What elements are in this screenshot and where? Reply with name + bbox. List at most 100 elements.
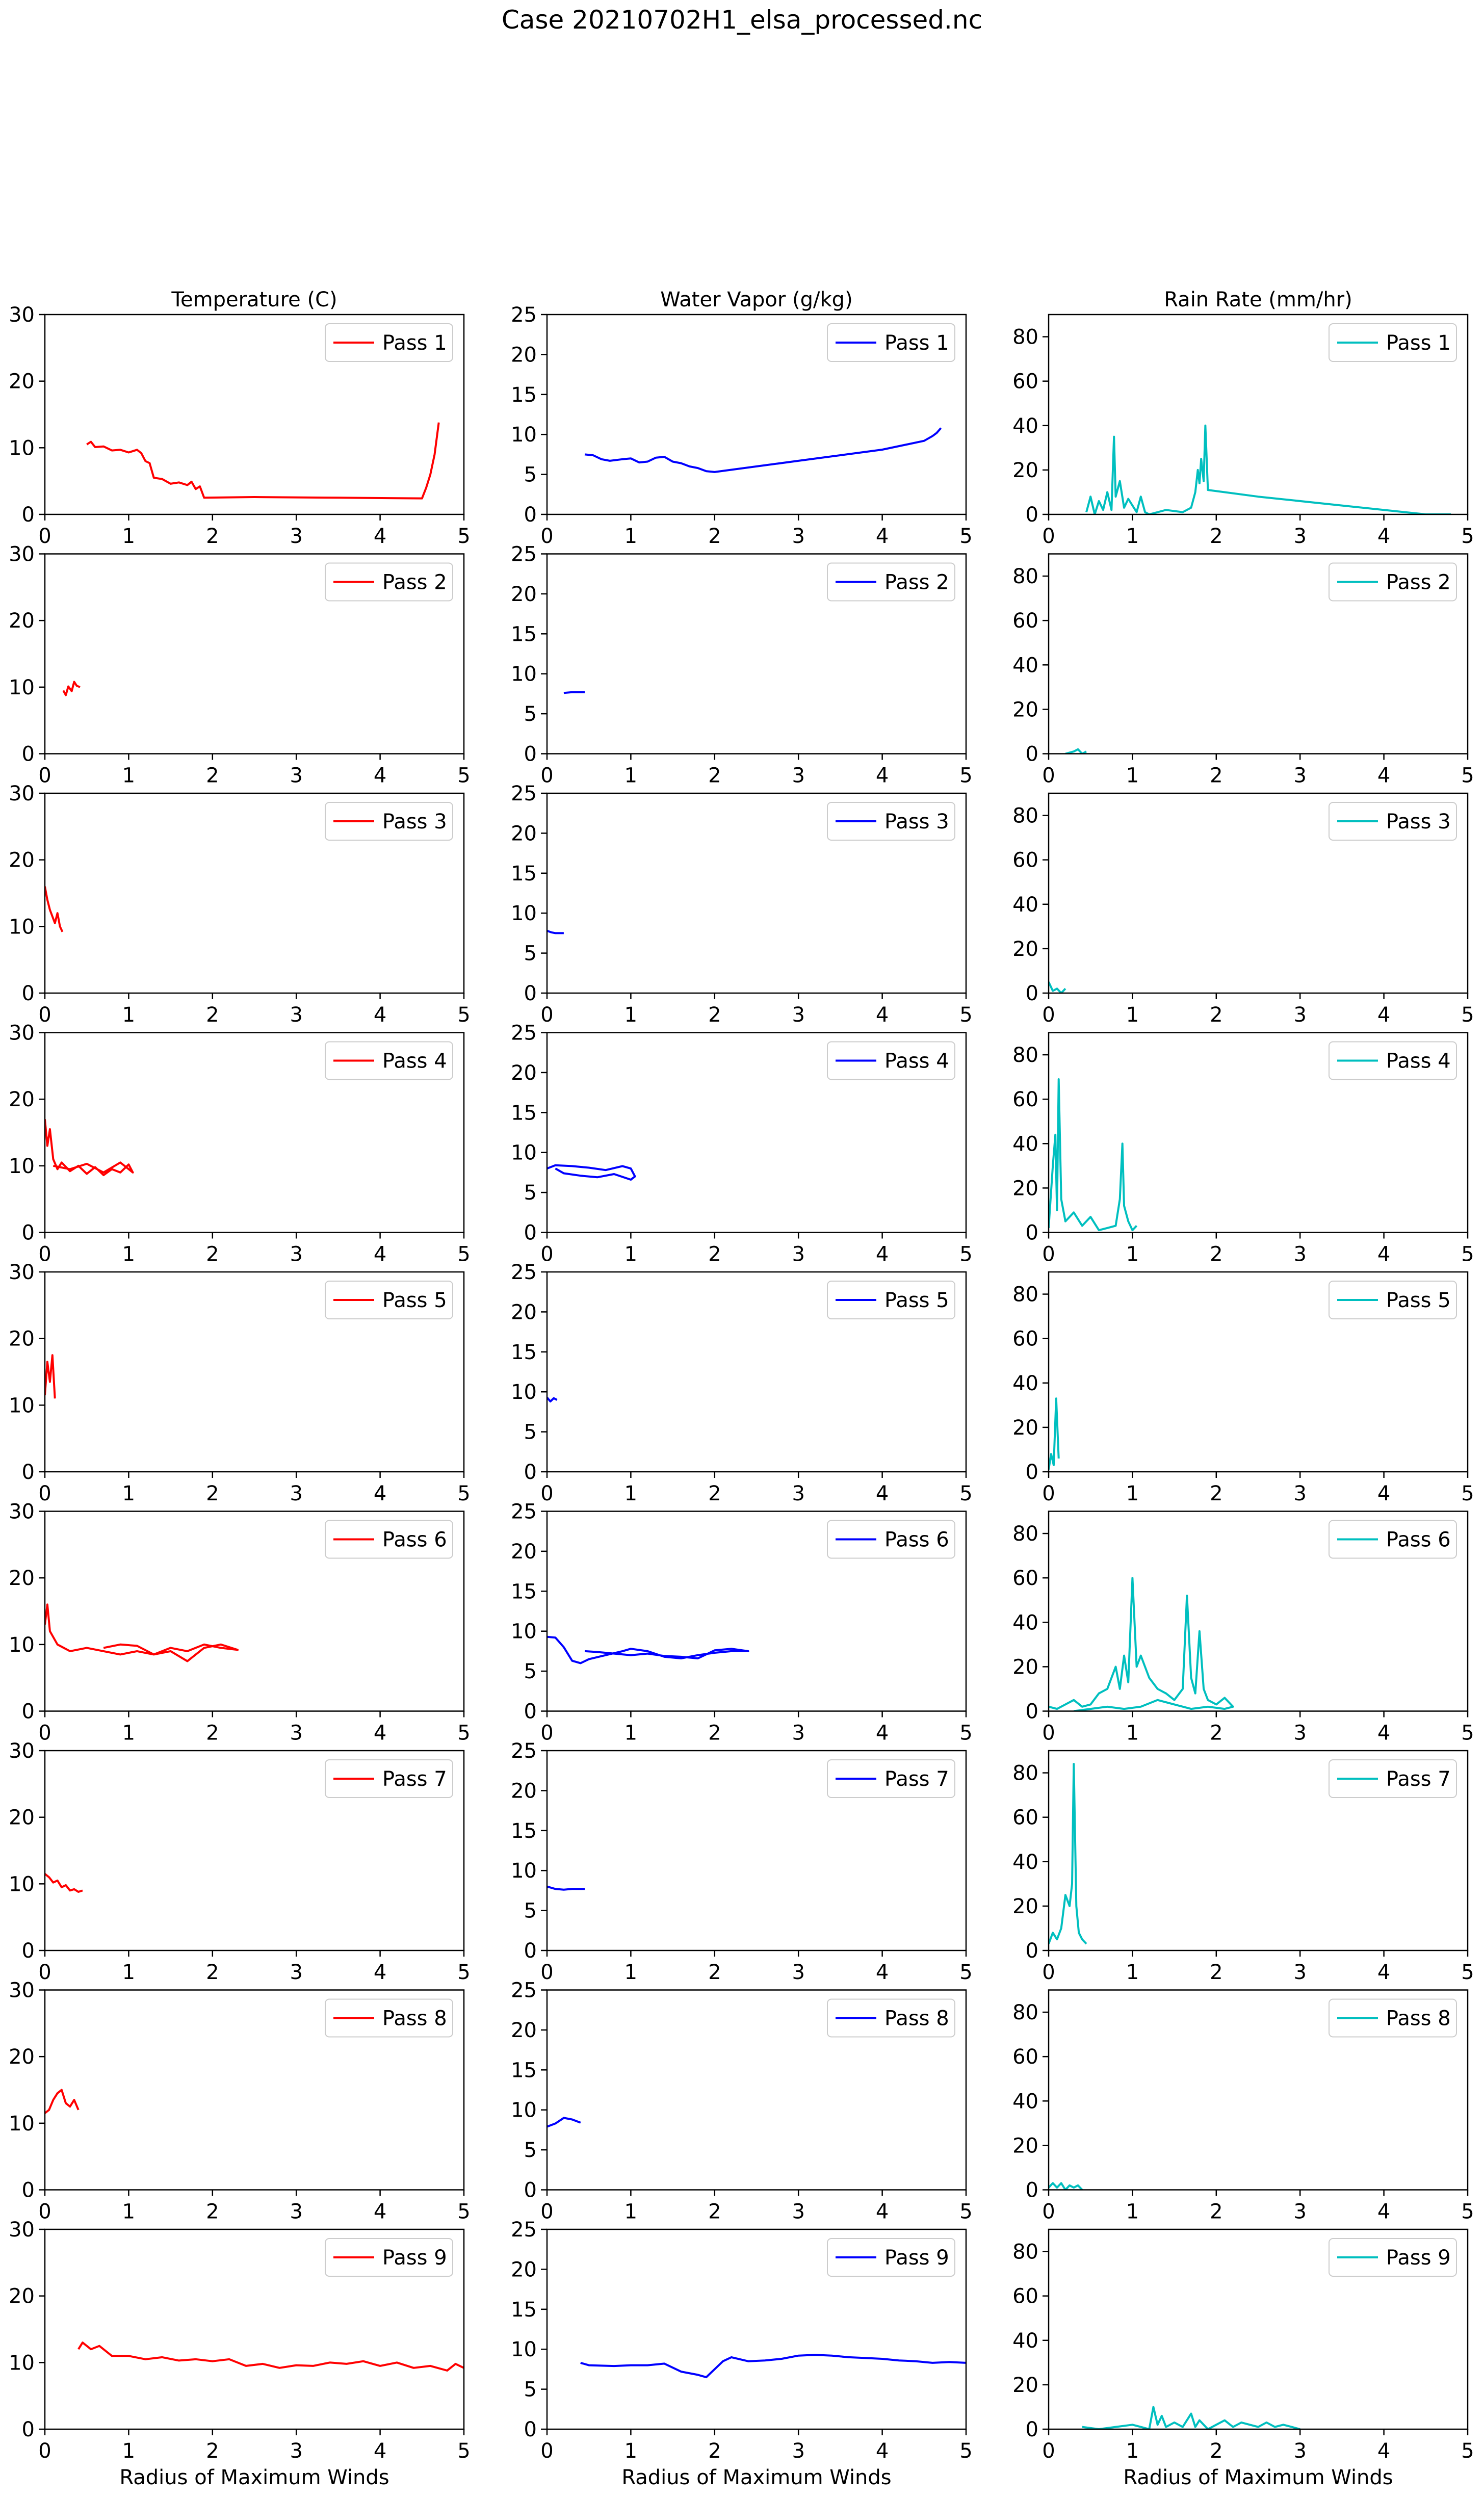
legend: Pass 2 bbox=[325, 562, 453, 602]
x-tick-label: 0 bbox=[1042, 2200, 1055, 2224]
x-tick-label: 4 bbox=[876, 764, 889, 788]
legend: Pass 5 bbox=[827, 1281, 955, 1319]
y-tick-label: 15 bbox=[511, 2059, 537, 2082]
x-tick-label: 2 bbox=[206, 1961, 219, 1984]
y-tick-label: 60 bbox=[1012, 1328, 1038, 1351]
y-tick-label: 0 bbox=[22, 1939, 35, 1963]
y-tick-label: 0 bbox=[22, 1461, 35, 1484]
x-tick-label: 0 bbox=[38, 1243, 51, 1266]
y-tick-label: 10 bbox=[511, 902, 537, 925]
x-tick-label: 5 bbox=[959, 2200, 972, 2224]
x-tick-label: 3 bbox=[1293, 525, 1306, 548]
legend-box bbox=[325, 1041, 453, 1080]
x-tick-label: 1 bbox=[122, 764, 135, 788]
x-tick-label: 1 bbox=[624, 525, 637, 548]
x-tick-label: 1 bbox=[1126, 1722, 1139, 1745]
x-tick-label: 3 bbox=[290, 1243, 302, 1266]
column-title-water_vapor: Water Vapor (g/kg) bbox=[660, 288, 852, 311]
y-tick-label: 30 bbox=[9, 1500, 35, 1524]
y-tick-label: 10 bbox=[9, 1394, 35, 1417]
subplot-water_vapor-1: Water Vapor (g/kg) 0 5 10 15 20 25 0 1 2 3 4 5 Pass 1 bbox=[511, 288, 973, 548]
legend-label: Pass 9 bbox=[884, 2246, 949, 2270]
x-tick-label: 5 bbox=[1461, 2200, 1474, 2224]
y-tick-label: 0 bbox=[22, 1700, 35, 1724]
y-tick-label: 30 bbox=[9, 1979, 35, 2002]
legend-box bbox=[1329, 1998, 1457, 2038]
x-tick-label: 4 bbox=[1377, 1722, 1390, 1745]
axes-frame bbox=[546, 1511, 967, 1712]
x-tick-label: 4 bbox=[1377, 2200, 1390, 2224]
legend-box bbox=[827, 1998, 955, 2038]
subplot-temperature-7: 0 10 20 30 0 1 2 3 4 5 Pass 7 bbox=[9, 1739, 471, 1984]
x-tick-label: 1 bbox=[624, 2439, 637, 2463]
y-tick-label: 0 bbox=[22, 503, 35, 527]
axes-frame bbox=[44, 314, 465, 515]
x-tick-label: 4 bbox=[374, 1722, 386, 1745]
y-tick-label: 10 bbox=[9, 915, 35, 939]
legend: Pass 3 bbox=[1329, 802, 1457, 841]
x-tick-label: 1 bbox=[1126, 2200, 1139, 2224]
axes-frame bbox=[44, 1271, 465, 1473]
axes-frame bbox=[1048, 553, 1469, 754]
x-tick-label: 1 bbox=[1126, 2439, 1139, 2463]
series-line-temperature-pass-1 bbox=[86, 422, 440, 500]
y-tick-label: 5 bbox=[524, 1660, 537, 1683]
legend-label: Pass 5 bbox=[884, 1289, 949, 1312]
y-tick-label: 5 bbox=[524, 2378, 537, 2402]
y-tick-label: 60 bbox=[1012, 609, 1038, 633]
y-tick-label: 10 bbox=[9, 1633, 35, 1657]
y-tick-label: 5 bbox=[524, 2139, 537, 2162]
x-tick-label: 0 bbox=[540, 1482, 553, 1505]
legend-box bbox=[1329, 323, 1457, 362]
y-tick-label: 15 bbox=[511, 1101, 537, 1125]
y-tick-label: 10 bbox=[511, 2338, 537, 2361]
legend-box bbox=[1329, 802, 1457, 841]
x-tick-label: 4 bbox=[1377, 2439, 1390, 2463]
x-tick-label: 2 bbox=[206, 1003, 219, 1027]
y-tick-label: 20 bbox=[9, 849, 35, 872]
legend-box bbox=[325, 1520, 453, 1559]
x-tick-label: 2 bbox=[708, 764, 721, 788]
x-tick-label: 2 bbox=[708, 1961, 721, 1984]
x-tick-label: 2 bbox=[1210, 2439, 1222, 2463]
legend-box bbox=[827, 1759, 955, 1798]
legend-label: Pass 1 bbox=[1386, 331, 1451, 355]
subplot-temperature-6: 0 10 20 30 0 1 2 3 4 5 Pass 6 bbox=[9, 1500, 471, 1745]
x-tick-label: 1 bbox=[122, 1722, 135, 1745]
legend: Pass 7 bbox=[827, 1759, 955, 1798]
x-tick-label: 2 bbox=[1210, 525, 1222, 548]
x-tick-label: 0 bbox=[1042, 525, 1055, 548]
x-tick-label: 2 bbox=[206, 764, 219, 788]
x-tick-label: 5 bbox=[457, 1961, 470, 1984]
y-tick-label: 25 bbox=[511, 543, 537, 566]
axes-frame bbox=[44, 553, 465, 754]
x-tick-label: 4 bbox=[876, 1003, 889, 1027]
subplot-temperature-5: 0 10 20 30 0 1 2 3 4 5 Pass 5 bbox=[9, 1261, 471, 1505]
y-tick-label: 30 bbox=[9, 1739, 35, 1763]
legend-box bbox=[325, 2238, 453, 2277]
y-tick-label: 10 bbox=[9, 1155, 35, 1178]
y-tick-label: 20 bbox=[1012, 2374, 1038, 2397]
legend-label: Pass 5 bbox=[1386, 1289, 1451, 1312]
x-tick-label: 3 bbox=[1293, 764, 1306, 788]
y-tick-label: 40 bbox=[1012, 1372, 1038, 1395]
y-tick-label: 30 bbox=[9, 2218, 35, 2242]
legend: Pass 2 bbox=[1329, 562, 1457, 602]
legend: Pass 2 bbox=[827, 562, 955, 602]
legend-label: Pass 2 bbox=[884, 571, 949, 594]
x-tick-label: 1 bbox=[122, 1003, 135, 1027]
x-tick-label: 0 bbox=[38, 1482, 51, 1505]
y-tick-label: 0 bbox=[22, 2179, 35, 2202]
x-tick-label: 3 bbox=[792, 1243, 804, 1266]
subplot-water_vapor-8: 0 5 10 15 20 25 0 1 2 3 4 5 Pass 8 bbox=[511, 1979, 973, 2224]
x-tick-label: 2 bbox=[1210, 1003, 1222, 1027]
y-tick-label: 0 bbox=[524, 1939, 537, 1963]
y-tick-label: 15 bbox=[511, 383, 537, 407]
x-tick-label: 5 bbox=[959, 525, 972, 548]
legend: Pass 3 bbox=[325, 802, 453, 841]
y-tick-label: 0 bbox=[524, 2418, 537, 2441]
x-tick-label: 0 bbox=[1042, 1003, 1055, 1027]
x-tick-label: 0 bbox=[540, 2439, 553, 2463]
x-tick-label: 0 bbox=[38, 2200, 51, 2224]
axes-frame bbox=[546, 1750, 967, 1951]
